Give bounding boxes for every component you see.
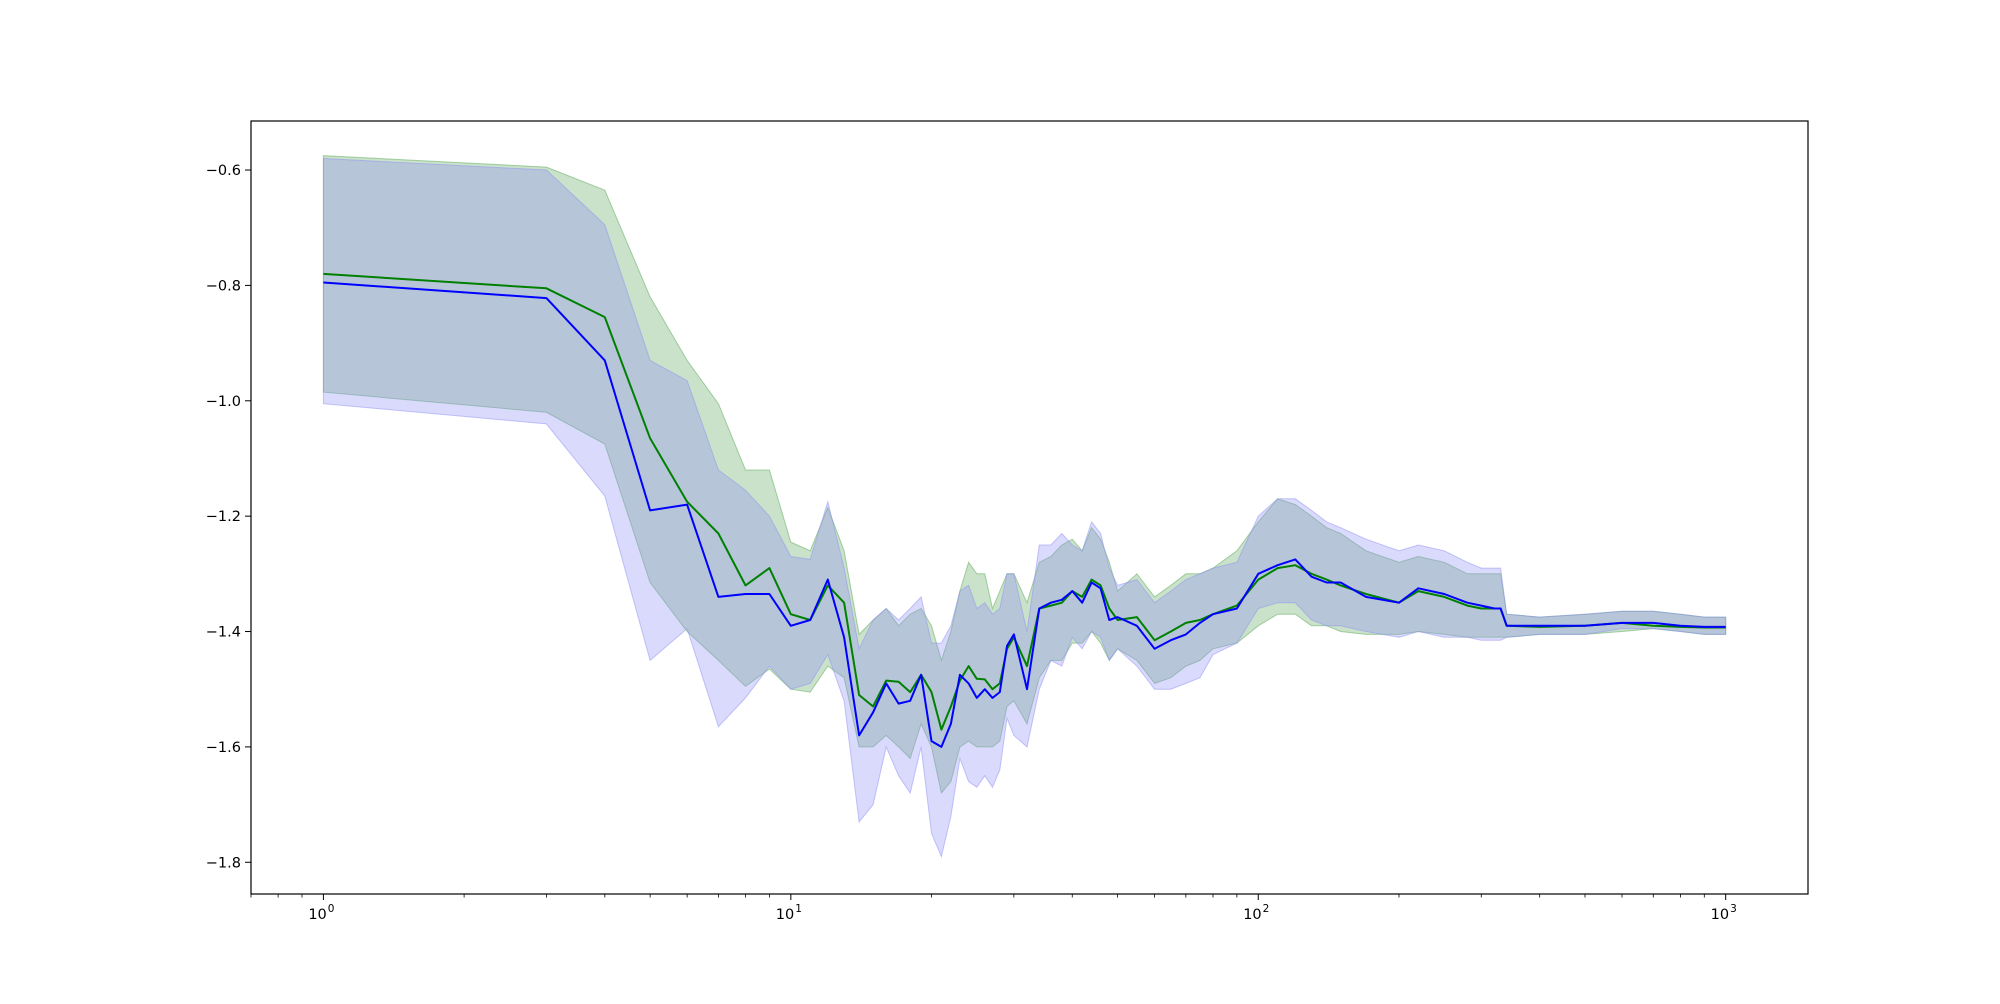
y-tick-label-2: −1.4 bbox=[206, 625, 241, 641]
series-line-1 bbox=[323, 281, 1726, 748]
y-tick-label-4: −1.0 bbox=[206, 394, 241, 410]
x-axis: 100 101 102 103 bbox=[250, 894, 1737, 923]
y-tick-label-5: −0.8 bbox=[206, 278, 241, 294]
plot-frame bbox=[250, 120, 1809, 895]
band-1 bbox=[322, 157, 1727, 859]
confidence-bands bbox=[322, 155, 1727, 859]
x-tick-label-2: 102 bbox=[1243, 903, 1269, 923]
x-tick-label-3: 103 bbox=[1711, 903, 1737, 923]
series-lines bbox=[323, 272, 1726, 748]
y-tick-label-3: −1.2 bbox=[206, 509, 241, 525]
x-tick-label-1: 101 bbox=[776, 903, 802, 923]
y-tick-label-1: −1.6 bbox=[206, 740, 241, 756]
series-line-0 bbox=[323, 272, 1726, 731]
x-tick-label-0: 100 bbox=[308, 903, 334, 923]
y-axis: −1.8 −1.6 −1.4 −1.2 −1.0 −0.8 −0.6 bbox=[206, 163, 251, 871]
y-tick-label-6: −0.6 bbox=[206, 163, 241, 179]
y-tick-label-0: −1.8 bbox=[206, 855, 241, 871]
